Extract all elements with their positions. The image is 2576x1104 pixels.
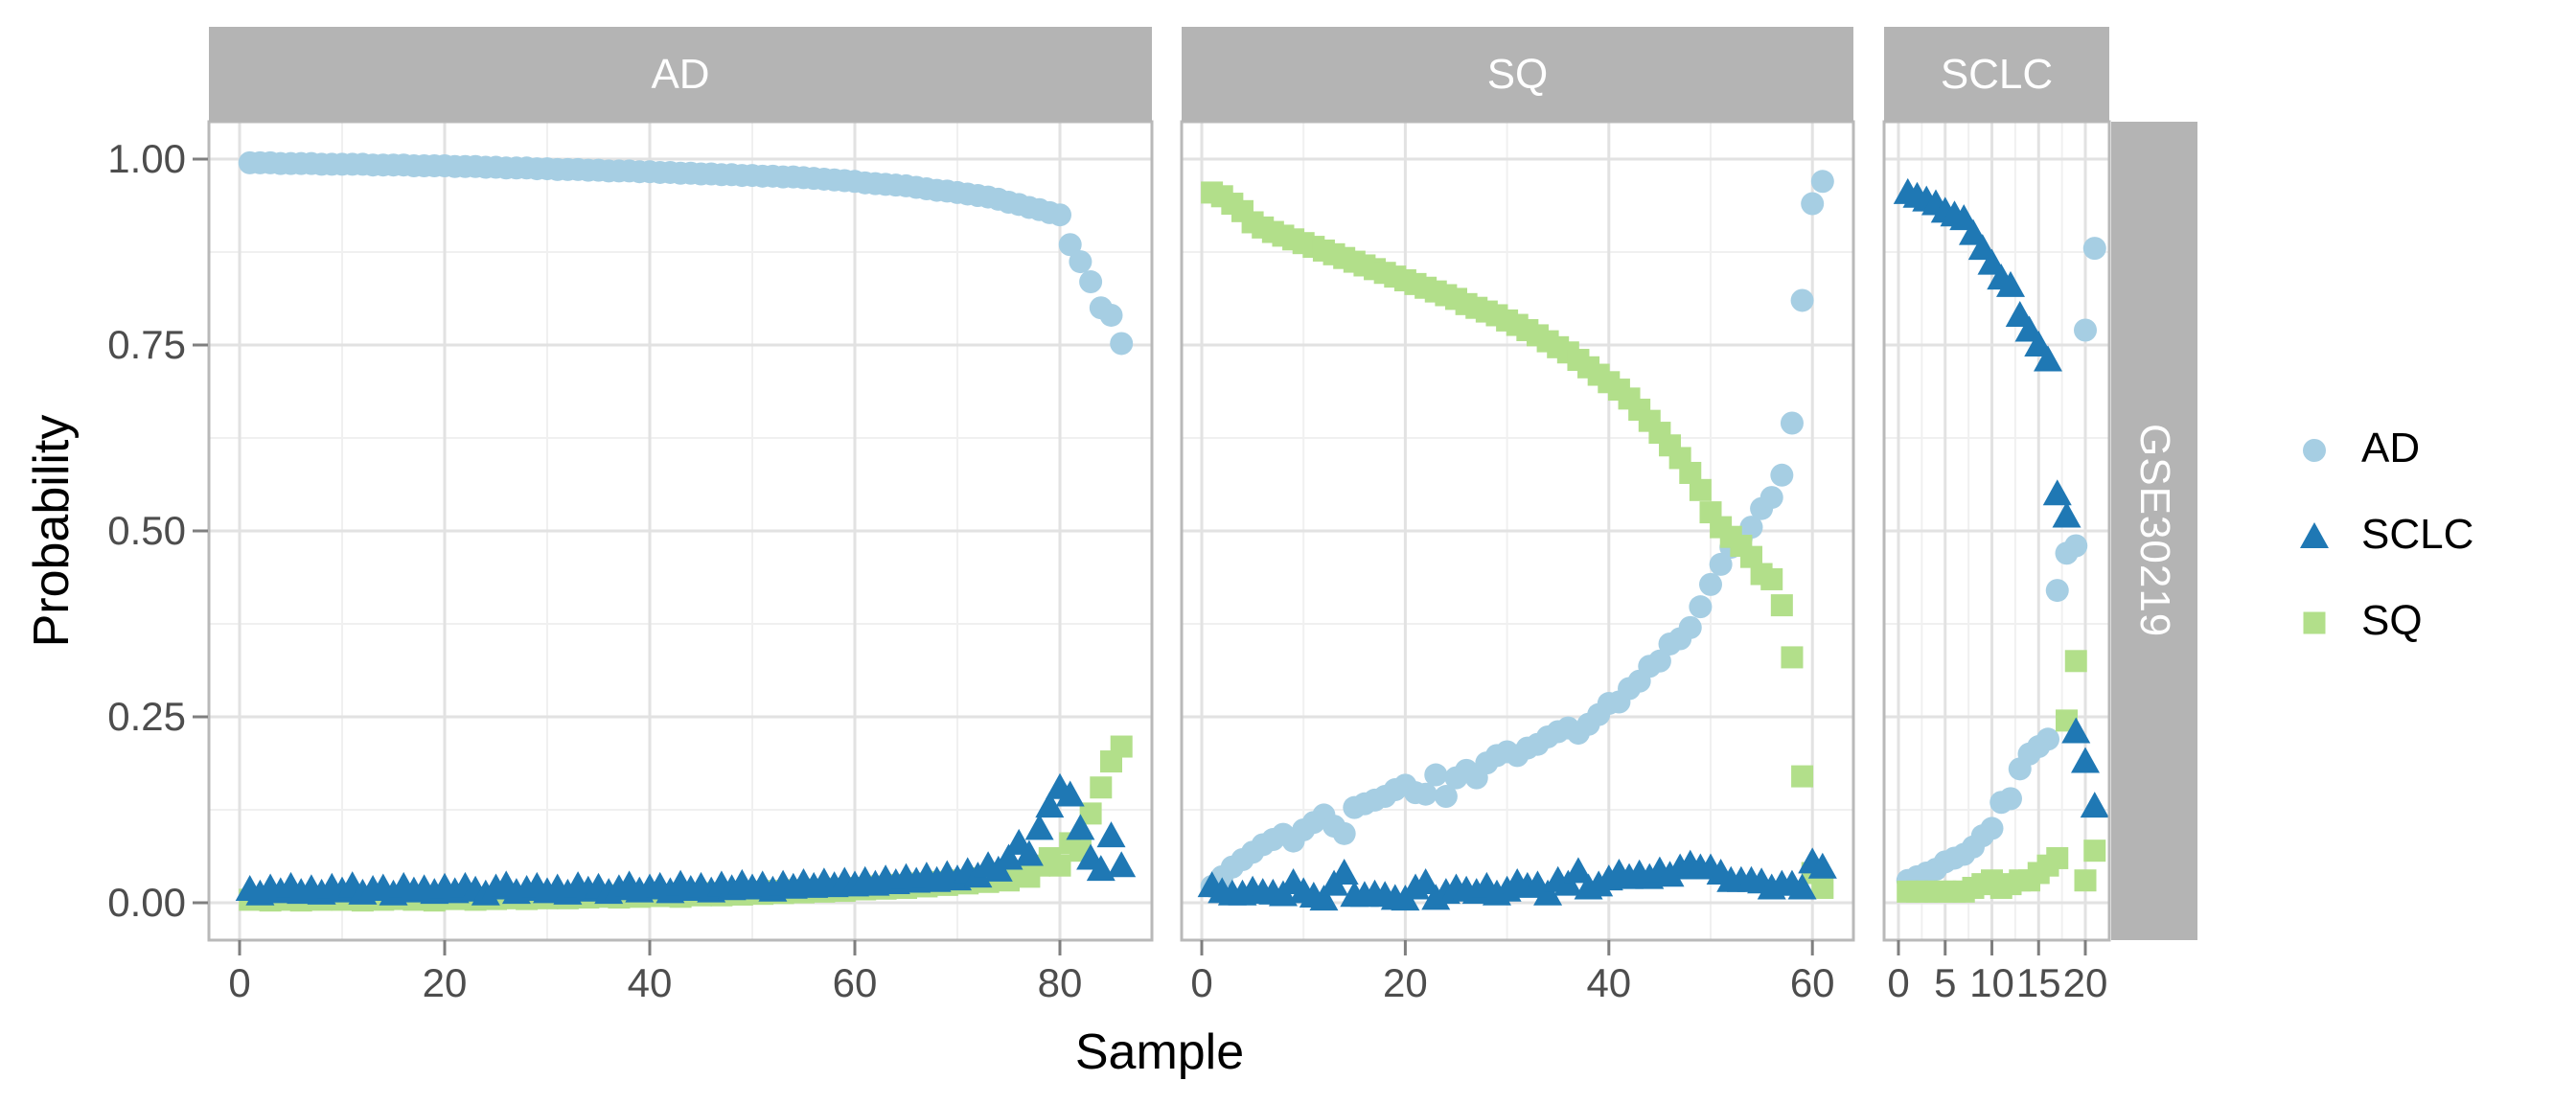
y-axis-title: Probability	[24, 414, 80, 648]
x-tick-label: 20	[2063, 960, 2108, 1005]
x-tick-label: 80	[1038, 960, 1083, 1005]
facet-strip-label-ad: AD	[651, 50, 710, 98]
facet-panel-ad: 0 20 40 60 80	[207, 120, 1154, 1005]
sq-points-ad	[1200, 170, 1834, 898]
y-tick-label: 0.00	[107, 880, 186, 925]
legend-label-ad: AD	[2361, 425, 2421, 472]
x-tick-label: 0	[228, 960, 250, 1005]
x-tick-label: 40	[628, 960, 673, 1005]
legend-symbol-ad-circle-icon	[2292, 426, 2336, 471]
facet-strip-label-sclc: SCLC	[1940, 50, 2054, 98]
x-tick-label: 20	[1383, 960, 1428, 1005]
x-tick-label: 10	[1969, 960, 2014, 1005]
x-tick-label: 0	[1887, 960, 1909, 1005]
legend-symbol-sclc-triangle-icon	[2292, 513, 2336, 557]
x-tick-label: 40	[1586, 960, 1631, 1005]
facet-strip-sclc: SCLC	[1884, 27, 2109, 122]
ad-points-ad	[238, 150, 1134, 356]
facet-strip-sq: SQ	[1182, 27, 1853, 122]
y-tick-label: 0.50	[107, 508, 186, 553]
ad-points-sclc	[235, 772, 1137, 906]
facet-strip-label-sq: SQ	[1486, 50, 1549, 98]
legend-item-sclc: SCLC	[2292, 508, 2473, 562]
sclc-points-sclc	[1893, 177, 2109, 818]
legend: AD SCLC SQ	[2292, 422, 2473, 680]
sclc-points-ad	[1896, 237, 2106, 892]
legend-item-sq: SQ	[2292, 594, 2473, 648]
legend-label-sq: SQ	[2361, 597, 2423, 644]
facet-strip-label-gse30219: GSE30219	[2131, 424, 2178, 638]
legend-symbol-sq-square-icon	[2292, 599, 2336, 643]
legend-item-ad: AD	[2292, 422, 2473, 475]
facet-panel-sclc: 0 5 10 15 20	[1882, 120, 2111, 1005]
facet-strip-gse30219: GSE30219	[2111, 122, 2197, 940]
x-tick-label: 0	[1190, 960, 1212, 1005]
x-tick-label: 20	[423, 960, 468, 1005]
facet-strip-ad: AD	[209, 27, 1152, 122]
x-axis-title: Sample	[1074, 1024, 1245, 1080]
y-tick-label: 0.75	[107, 322, 186, 367]
x-tick-label: 5	[1934, 960, 1956, 1005]
y-axis: 0.00 0.25 0.50 0.75 1.00	[107, 136, 208, 925]
y-tick-label: 0.25	[107, 694, 186, 739]
sclc-points-sq	[1897, 650, 2106, 903]
y-tick-label: 1.00	[107, 136, 186, 181]
facet-panel-sq: 0 20 40 60	[1180, 120, 1855, 1005]
sq-points-sclc	[1197, 847, 1837, 911]
sq-points-sq	[1201, 181, 1834, 899]
x-tick-label: 60	[833, 960, 878, 1005]
x-tick-label: 60	[1790, 960, 1835, 1005]
x-tick-label: 15	[2016, 960, 2061, 1005]
legend-label-sclc: SCLC	[2361, 511, 2474, 558]
